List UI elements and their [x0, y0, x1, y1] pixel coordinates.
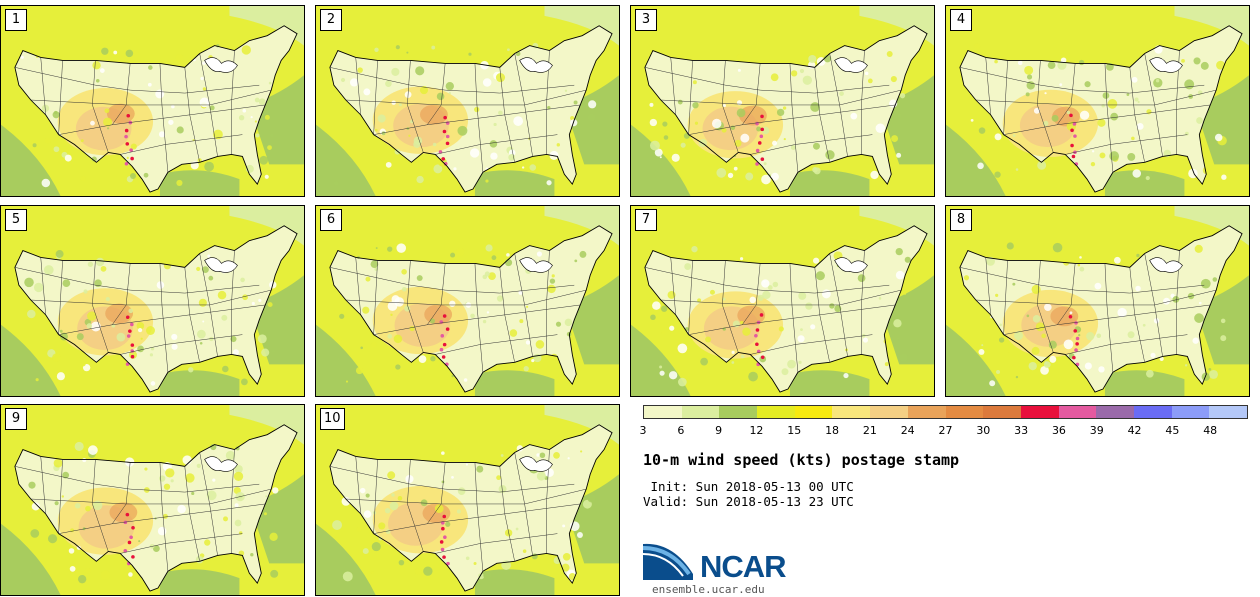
panel-number: 2 — [320, 9, 342, 31]
colorbar-tick-label: 15 — [787, 424, 802, 437]
panel-number: 4 — [950, 9, 972, 31]
colorbar-tick-label: 27 — [938, 424, 953, 437]
colorbar-segment — [794, 406, 833, 418]
ensemble-url: ensemble.ucar.edu — [652, 583, 765, 596]
colorbar-segment — [1096, 406, 1134, 418]
panel-number: 10 — [320, 408, 345, 430]
colorbar-segment — [757, 406, 795, 418]
colorbar-segment — [644, 406, 682, 418]
colorbar-tick-label: 12 — [749, 424, 764, 437]
colorbar-tick-label: 18 — [825, 424, 840, 437]
panel-number: 1 — [5, 9, 27, 31]
colorbar-segment — [907, 406, 946, 418]
panel-number: 9 — [5, 408, 27, 430]
init-time: Init: Sun 2018-05-13 00 UTC — [643, 479, 854, 494]
colorbar-tick-label: 33 — [1014, 424, 1029, 437]
colorbar-ticks: 3 6 9 12 15 18 21 24 27 30 33 36 39 42 45 48 — [639, 424, 1248, 440]
panel-number: 7 — [635, 209, 657, 231]
ensemble-member-panel: 2 — [315, 5, 620, 197]
colorbar-tick-label: 45 — [1165, 424, 1180, 437]
ensemble-member-panel: 10 — [315, 404, 620, 596]
valid-time: Valid: Sun 2018-05-13 23 UTC — [643, 494, 854, 509]
colorbar-segment — [681, 406, 720, 418]
ensemble-member-panel: 6 — [315, 205, 620, 397]
figure-title: 10-m wind speed (kts) postage stamp — [643, 451, 960, 469]
ncar-logo-icon — [643, 543, 693, 580]
colorbar-tick-label: 42 — [1127, 424, 1142, 437]
colorbar-tick-label: 3 — [639, 424, 647, 437]
ensemble-member-panel: 7 — [630, 205, 935, 397]
ensemble-member-panel: 9 — [0, 404, 305, 596]
wind-speed-colorbar — [643, 405, 1248, 419]
colorbar-segment — [1020, 406, 1059, 418]
ncar-wordmark: NCAR — [700, 549, 787, 584]
colorbar-tick-label: 39 — [1089, 424, 1104, 437]
panel-number: 3 — [635, 9, 657, 31]
colorbar-segment — [945, 406, 984, 418]
colorbar-segment — [832, 406, 871, 418]
panel-number: 8 — [950, 209, 972, 231]
ensemble-member-panel: 8 — [945, 205, 1250, 397]
ensemble-member-panel: 3 — [630, 5, 935, 197]
colorbar-tick-label: 9 — [715, 424, 723, 437]
panel-number: 5 — [5, 209, 27, 231]
colorbar-segment — [870, 406, 908, 418]
colorbar-tick-label: 24 — [900, 424, 915, 437]
colorbar-segment — [1209, 406, 1247, 418]
ensemble-member-panel: 1 — [0, 5, 305, 197]
panel-number: 6 — [320, 209, 342, 231]
colorbar-segment — [719, 406, 758, 418]
colorbar-tick-label: 48 — [1203, 424, 1218, 437]
colorbar-segment — [1133, 406, 1172, 418]
colorbar-tick-label: 30 — [976, 424, 991, 437]
colorbar-segment — [983, 406, 1021, 418]
colorbar-segment — [1058, 406, 1097, 418]
colorbar-segment — [1171, 406, 1210, 418]
colorbar-tick-label: 21 — [862, 424, 877, 437]
colorbar-tick-label: 6 — [677, 424, 685, 437]
ensemble-member-panel: 5 — [0, 205, 305, 397]
ensemble-member-panel: 4 — [945, 5, 1250, 197]
colorbar-tick-label: 36 — [1051, 424, 1066, 437]
